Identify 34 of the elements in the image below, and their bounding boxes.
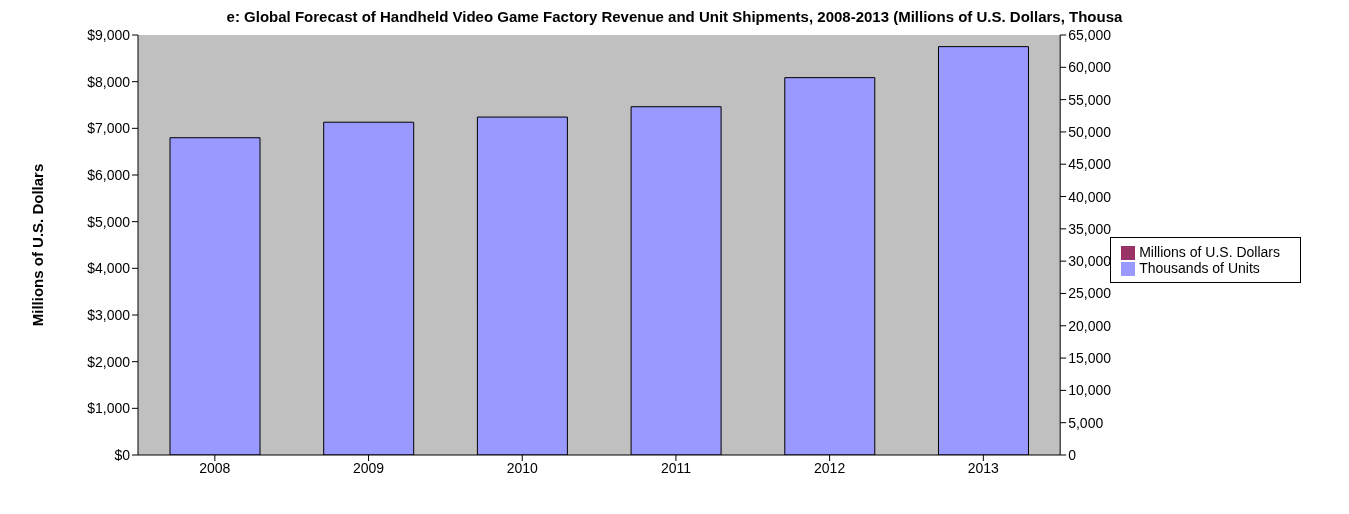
y-tick-label: $4,000 — [87, 260, 131, 277]
legend-label: Millions of U.S. Dollars — [1139, 243, 1280, 260]
y-axis-title: Millions of U.S. Dollars — [29, 163, 47, 327]
y2-tick-label: 30,000 — [1068, 253, 1112, 270]
y2-tick-label: 20,000 — [1068, 317, 1112, 334]
y-tick-label: $6,000 — [87, 166, 131, 183]
y-tick-label: $9,000 — [87, 26, 131, 43]
y2-tick-label: 10,000 — [1068, 382, 1112, 399]
legend-label: Thousands of Units — [1139, 260, 1260, 276]
y-tick-label: $2,000 — [87, 353, 131, 370]
y2-tick-label: 65,000 — [1068, 26, 1112, 43]
x-tick-label: 2008 — [199, 459, 231, 476]
y-tick-label: $8,000 — [87, 73, 131, 90]
x-tick-label: 2009 — [352, 459, 385, 476]
x-tick-label: 2010 — [506, 459, 539, 476]
chart-title: e: Global Forecast of Handheld Video Game Factory Revenue and Unit Shipments, 2008-2013 (Millions of U.S. Dollars, Thousa — [225, 8, 1124, 25]
y2-tick-label: 25,000 — [1068, 285, 1112, 302]
y2-tick-label: 50,000 — [1068, 123, 1112, 140]
y2-tick-label: 60,000 — [1068, 59, 1112, 76]
y2-tick-label: 40,000 — [1068, 188, 1112, 205]
x-tick-label: 2011 — [660, 459, 692, 476]
y2-tick-label: 45,000 — [1068, 156, 1112, 173]
y2-tick-label: 15,000 — [1068, 350, 1112, 367]
y-tick-label: $3,000 — [87, 306, 131, 323]
x-tick-label: 2013 — [967, 459, 1000, 476]
y-tick-label: $0 — [114, 446, 131, 463]
y-tick-label: $1,000 — [87, 400, 131, 417]
y2-tick-label: 5,000 — [1068, 414, 1104, 431]
y-tick-label: $5,000 — [87, 213, 131, 230]
y-tick-label: $7,000 — [87, 120, 131, 137]
x-tick-label: 2012 — [814, 459, 846, 476]
y2-tick-label: 55,000 — [1068, 91, 1112, 108]
y2-tick-label: 35,000 — [1068, 220, 1112, 237]
y2-tick-label: 0 — [1068, 446, 1077, 463]
